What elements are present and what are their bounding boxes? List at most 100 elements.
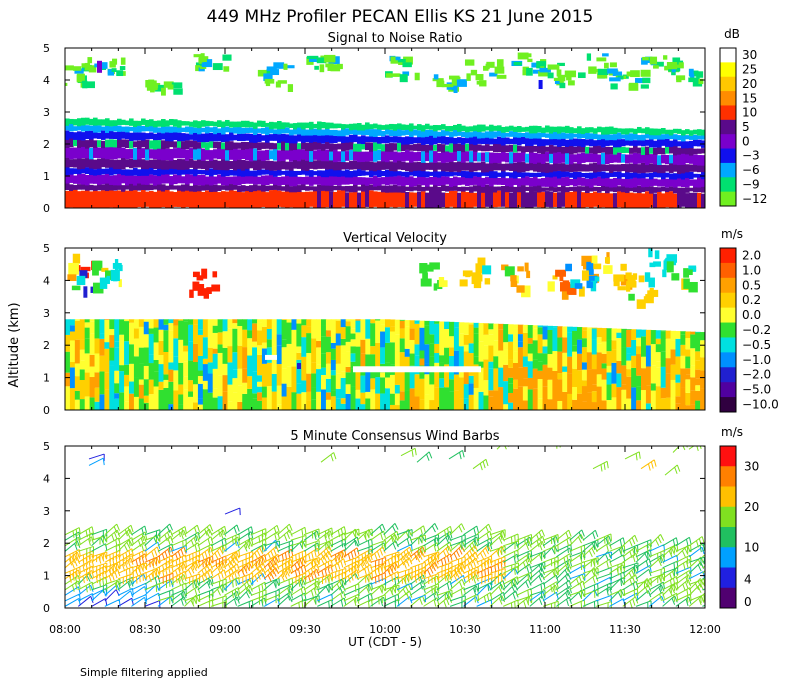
wind-barb: [436, 541, 451, 552]
snr-cell: [469, 170, 474, 179]
velocity-cell: [266, 385, 273, 410]
wind-barb: [124, 529, 128, 537]
wind-barb: [65, 575, 79, 585]
snr-cell: [353, 150, 358, 161]
snr-cell: [449, 169, 454, 177]
velocity-cell: [577, 370, 583, 394]
velocity-cell: [94, 338, 101, 354]
snr-cell: [321, 190, 326, 208]
velocity-patch: [566, 289, 575, 295]
snr-cell: [225, 148, 230, 161]
wind-barb: [88, 528, 91, 536]
snr-cell: [305, 133, 310, 143]
snr-cell: [413, 192, 418, 207]
velocity-patch: [552, 275, 558, 280]
snr-cell: [509, 192, 514, 208]
velocity-patch: [92, 265, 99, 276]
velocity-cell: [168, 369, 174, 382]
snr-cell: [157, 189, 162, 208]
wind-barb: [383, 530, 398, 541]
snr-cell: [385, 191, 390, 208]
wind-barb: [277, 529, 291, 541]
snr-cell: [353, 160, 358, 170]
velocity-cell: [380, 377, 386, 394]
snr-cell: [541, 127, 546, 133]
wind-barb: [206, 531, 211, 539]
snr-cell: [249, 160, 254, 169]
velocity-cell: [69, 325, 76, 332]
snr-cell: [629, 163, 634, 173]
snr-cell: [413, 144, 418, 151]
velocity-cell: [621, 389, 627, 410]
velocity-cell: [695, 390, 701, 401]
wind-barb: [317, 593, 333, 602]
velocity-cell: [84, 322, 91, 328]
colorbar-swatch: [720, 191, 736, 207]
snr-cell: [609, 154, 614, 163]
snr-cell: [377, 191, 382, 208]
snr-cell: [149, 190, 154, 208]
velocity-cell: [606, 365, 613, 373]
snr-cell: [205, 133, 210, 143]
velocity-cell: [626, 376, 632, 399]
velocity-cell: [79, 399, 86, 410]
snr-patch: [596, 57, 607, 62]
wind-barb: [476, 582, 492, 591]
wind-barb: [224, 559, 227, 567]
snr-cell: [433, 144, 438, 151]
wind-barb: [449, 534, 466, 541]
snr-cell: [425, 192, 430, 208]
snr-cell: [637, 139, 642, 146]
velocity-cell: [508, 377, 514, 384]
velocity-cell: [695, 378, 701, 386]
velocity-cell: [89, 321, 96, 334]
wind-barb: [274, 533, 277, 541]
snr-cell: [333, 149, 338, 163]
wind-barb: [489, 530, 504, 541]
velocity-cell: [306, 373, 312, 392]
snr-cell: [425, 123, 430, 130]
wind-barb: [246, 542, 251, 550]
wind-barb: [489, 529, 506, 536]
wind-barb: [317, 574, 331, 585]
snr-cell: [621, 154, 626, 163]
snr-cell: [581, 173, 586, 178]
snr-cell: [85, 146, 90, 159]
snr-cell: [569, 145, 574, 155]
snr-cell: [129, 118, 134, 126]
snr-cell: [165, 185, 170, 191]
snr-patch: [87, 57, 93, 64]
velocity-cell: [257, 322, 263, 331]
snr-cell: [161, 132, 166, 140]
snr-cell: [65, 118, 70, 126]
wind-barb: [91, 570, 94, 578]
wind-barb: [436, 597, 440, 605]
snr-cell: [505, 163, 510, 171]
wind-barb: [463, 566, 479, 574]
velocity-cell: [695, 331, 701, 333]
snr-cell: [561, 152, 566, 163]
velocity-cell: [380, 393, 386, 410]
wind-barb: [501, 595, 506, 603]
wind-barb: [514, 601, 516, 608]
velocity-cell: [286, 319, 293, 323]
velocity-cell: [197, 319, 204, 330]
wind-barb: [197, 542, 201, 550]
snr-cell: [573, 138, 578, 147]
snr-cell: [285, 141, 290, 151]
snr-cell: [337, 135, 342, 142]
snr-cell: [401, 130, 406, 136]
colorbar-swatch: [720, 248, 736, 264]
snr-cell: [493, 161, 498, 171]
snr-cell: [677, 141, 682, 147]
snr-cell: [605, 126, 610, 135]
velocity-cell: [104, 319, 110, 320]
wind-barb: [175, 569, 179, 577]
snr-cell: [697, 148, 702, 154]
wind-barb: [157, 523, 171, 536]
snr-cell: [681, 172, 686, 180]
snr-cell: [193, 183, 198, 192]
wind-barb: [86, 575, 91, 582]
wind-barb: [290, 549, 306, 558]
snr-cell: [161, 119, 166, 127]
